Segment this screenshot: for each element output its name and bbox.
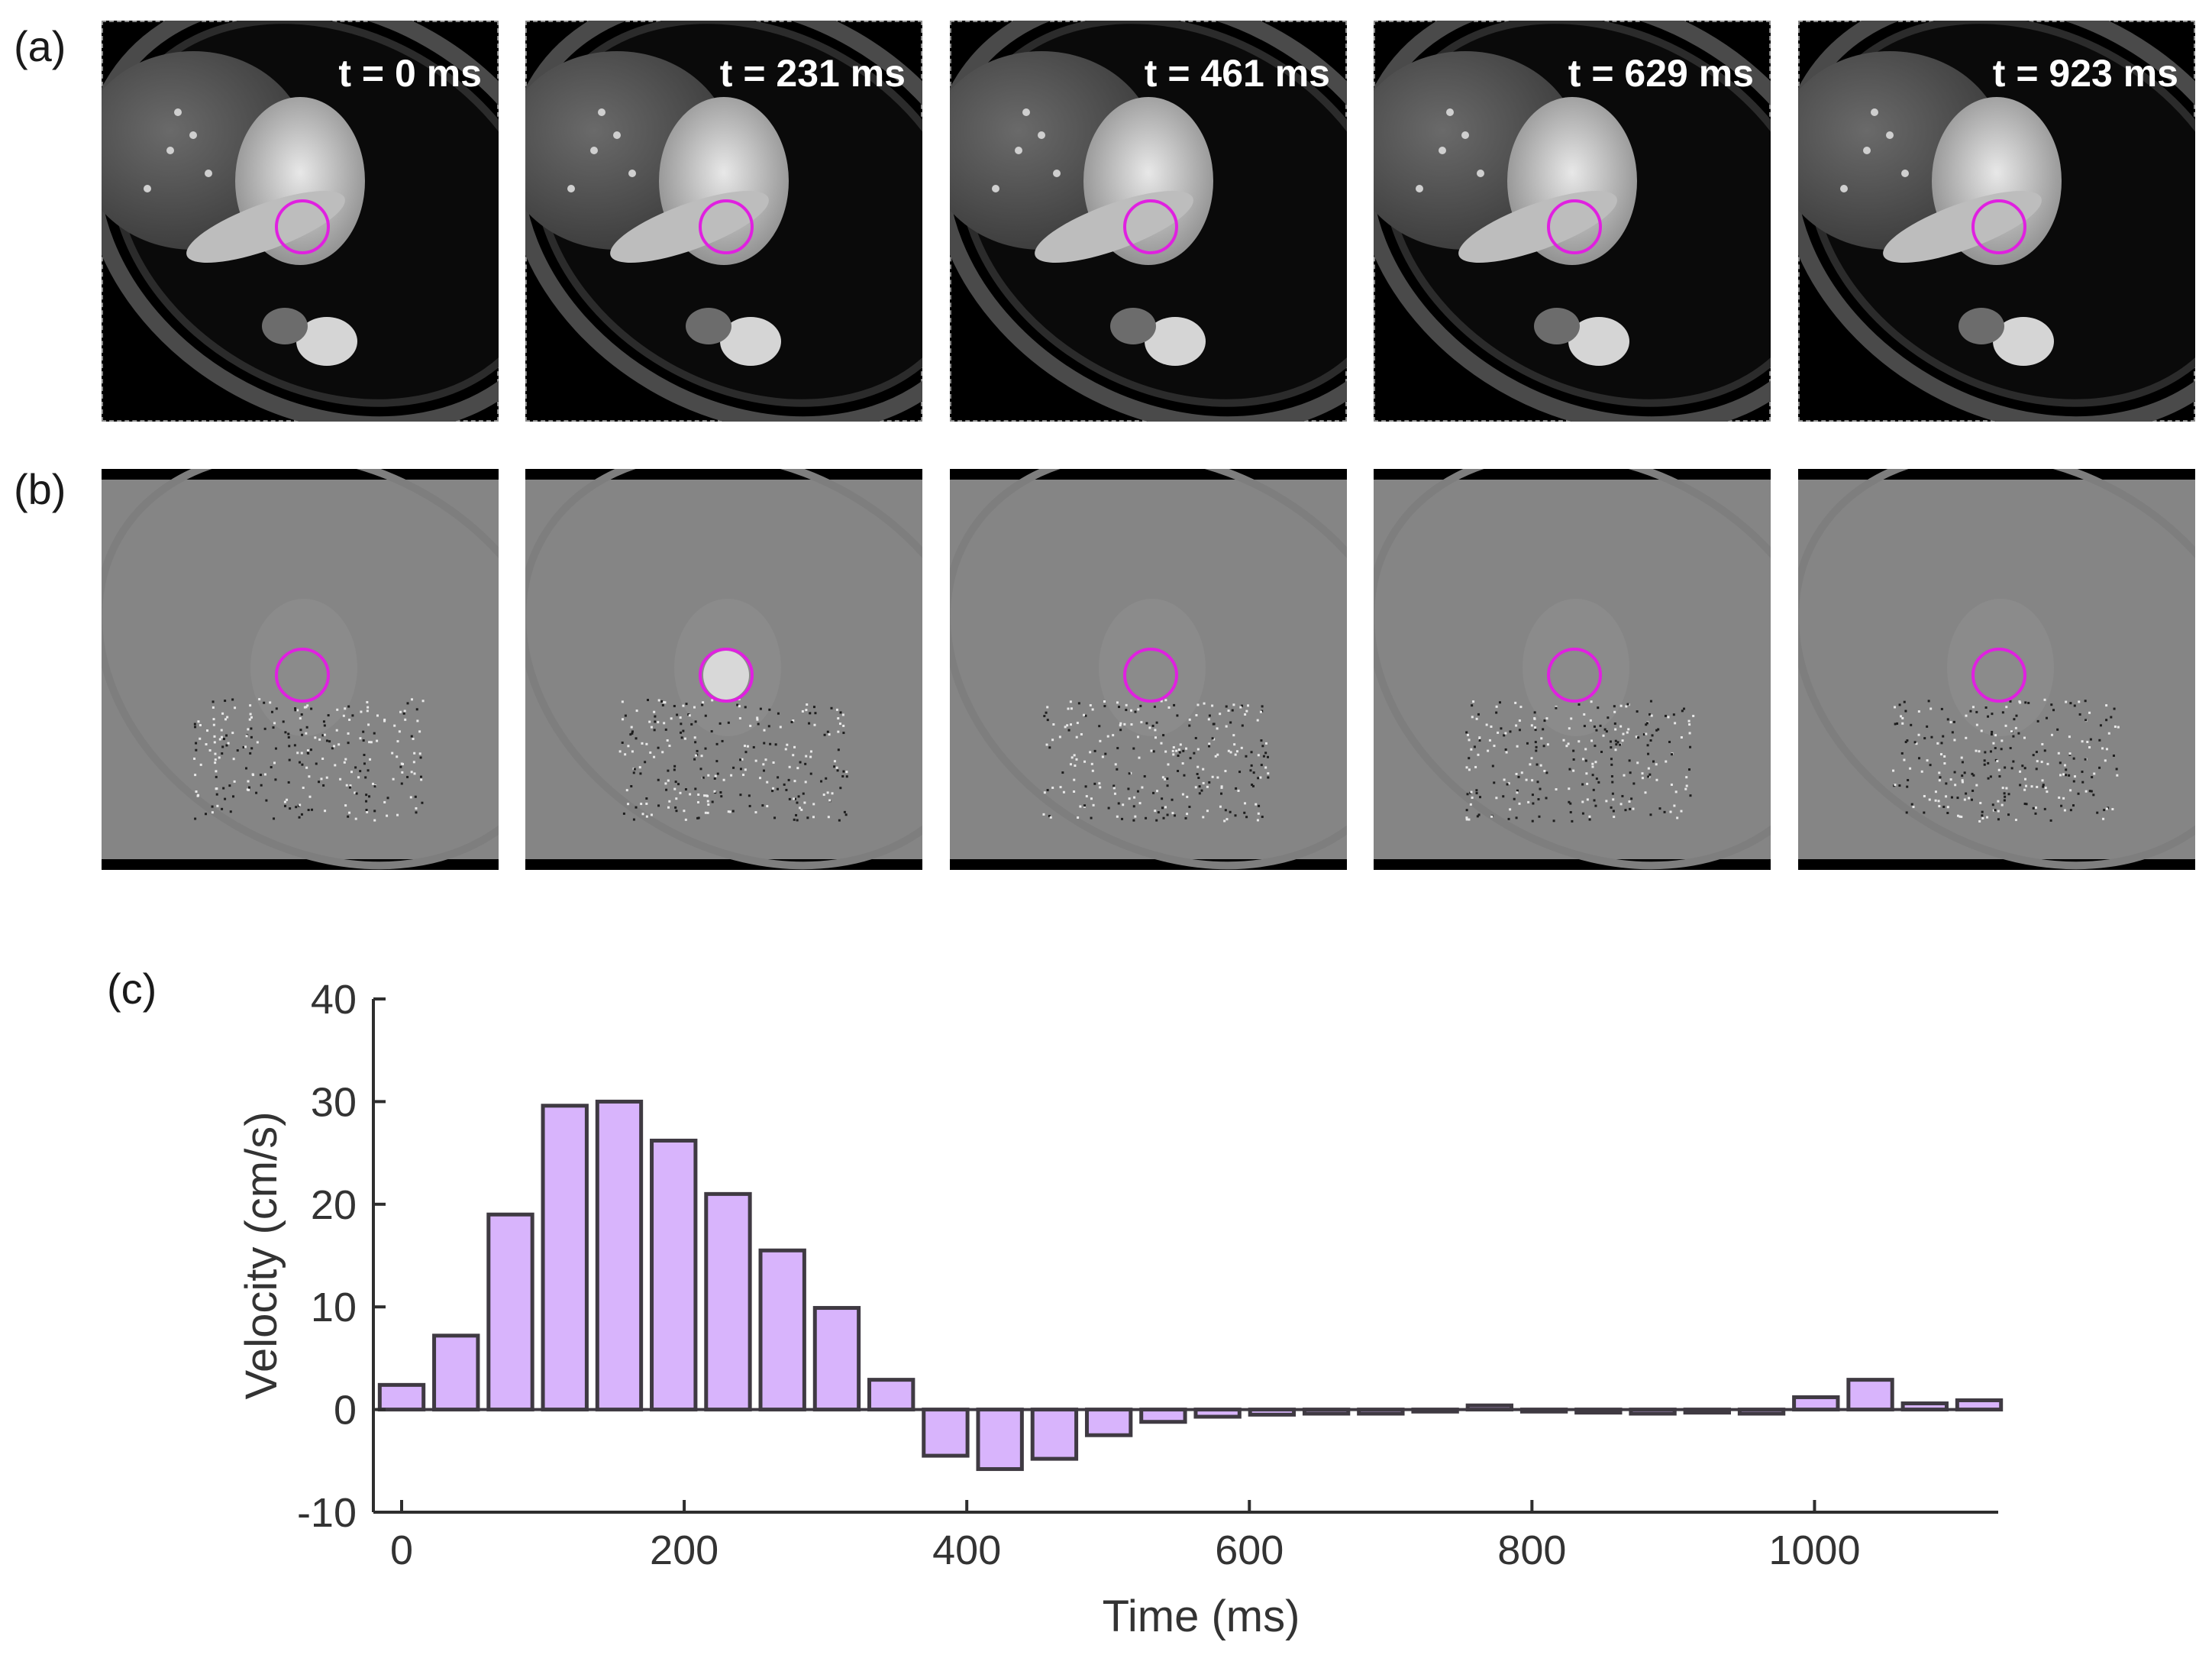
phase-contrast-graphic	[1374, 469, 1771, 870]
panel-label-a: (a)	[14, 22, 66, 70]
bar-14	[1139, 1408, 1187, 1424]
bar-6	[704, 1191, 752, 1412]
roi-circle	[1547, 648, 1602, 703]
mri-slice-graphic	[1374, 21, 1771, 422]
bar-27	[1846, 1378, 1894, 1412]
roi-circle	[699, 199, 754, 254]
time-label: t = 923 ms	[1992, 52, 2178, 95]
magnitude-image-4: t = 923 ms	[1798, 21, 2195, 422]
bar-8	[812, 1306, 861, 1412]
phase-image-0	[102, 469, 499, 870]
phase-contrast-graphic	[950, 469, 1347, 870]
y-tick-label-1: 0	[334, 1388, 357, 1434]
time-label: t = 461 ms	[1144, 52, 1330, 95]
roi-circle	[1123, 648, 1178, 703]
bar-0	[377, 1382, 426, 1412]
y-tick-label-5: 40	[311, 977, 357, 1023]
phase-image-2	[950, 469, 1347, 870]
y-tick-label-2: 10	[311, 1285, 357, 1330]
bar-4	[595, 1099, 644, 1412]
roi-circle	[275, 199, 330, 254]
x-tick-label-5: 1000	[1768, 1527, 1860, 1573]
roi-circle	[1971, 648, 2026, 703]
mri-slice-graphic	[1798, 21, 2195, 422]
roi-circle	[1123, 199, 1178, 254]
phase-contrast-graphic	[102, 469, 499, 870]
phase-contrast-graphic	[525, 469, 922, 870]
bar-11	[976, 1408, 1024, 1472]
y-tick-label-0: -10	[297, 1490, 357, 1536]
phase-image-3	[1374, 469, 1771, 870]
roi-circle	[1547, 199, 1602, 254]
x-tick-label-0: 0	[390, 1527, 413, 1573]
y-axis-label: Velocity (cm/s)	[237, 1111, 286, 1399]
bar-26	[1792, 1395, 1840, 1412]
x-tick-label-2: 400	[932, 1527, 1001, 1573]
phase-contrast-graphic	[1798, 469, 2195, 870]
y-tick-label-4: 30	[311, 1079, 357, 1125]
bar-1	[432, 1333, 480, 1412]
roi-circle	[275, 648, 330, 703]
bar-series	[377, 1099, 2004, 1472]
bar-12	[1030, 1408, 1079, 1461]
time-label: t = 629 ms	[1568, 52, 1754, 95]
x-tick-label-1: 200	[650, 1527, 718, 1573]
x-tick-label-3: 600	[1215, 1527, 1284, 1573]
bar-3	[541, 1104, 589, 1412]
phase-image-4	[1798, 469, 2195, 870]
bar-10	[922, 1408, 970, 1458]
magnitude-image-3: t = 629 ms	[1374, 21, 1771, 422]
x-tick-label-4: 800	[1497, 1527, 1566, 1573]
bar-9	[867, 1378, 915, 1412]
mri-slice-graphic	[950, 21, 1347, 422]
bar-5	[650, 1138, 698, 1412]
bar-2	[486, 1212, 534, 1412]
y-tick-label-3: 20	[311, 1182, 357, 1228]
time-label: t = 231 ms	[719, 52, 906, 95]
mri-slice-graphic	[102, 21, 499, 422]
roi-circle	[699, 648, 754, 703]
x-axis-label: Time (ms)	[1103, 1592, 1300, 1641]
panel-label-b: (b)	[14, 465, 66, 513]
phase-image-1	[525, 469, 922, 870]
magnitude-image-0: t = 0 ms	[102, 21, 499, 422]
time-label: t = 0 ms	[338, 52, 482, 95]
mri-slice-graphic	[525, 21, 922, 422]
roi-circle	[1971, 199, 2026, 254]
bar-13	[1084, 1408, 1133, 1437]
magnitude-image-2: t = 461 ms	[950, 21, 1347, 422]
panel-label-c: (c)	[107, 965, 157, 1013]
bar-7	[758, 1248, 806, 1412]
magnitude-image-1: t = 231 ms	[525, 21, 922, 422]
